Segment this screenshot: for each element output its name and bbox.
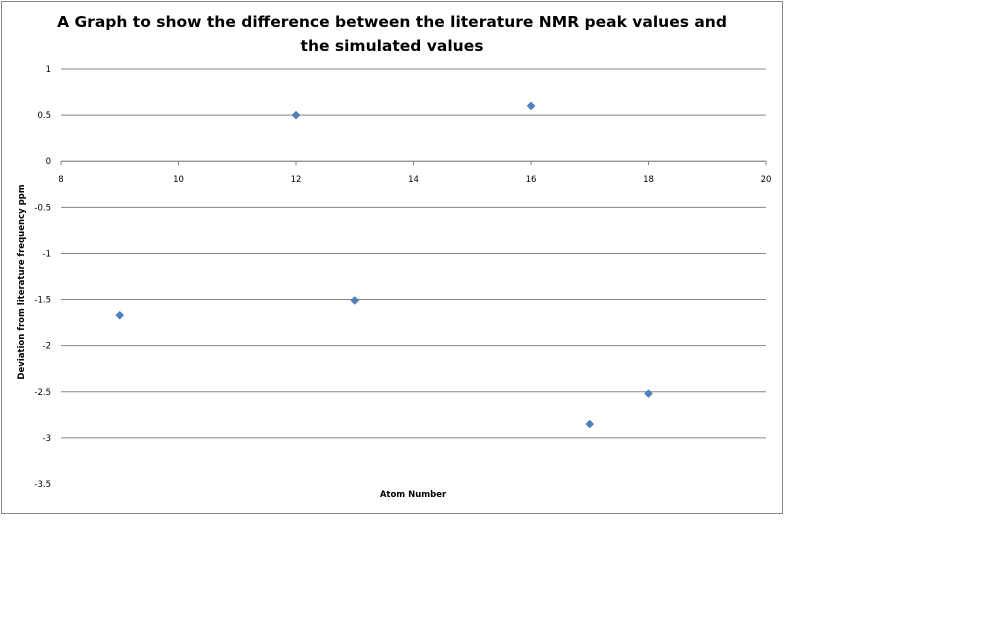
x-tick-label: 12 — [291, 175, 302, 185]
data-markers — [115, 101, 653, 429]
x-tick-label: 14 — [408, 175, 419, 185]
y-tick-label: -0.5 — [34, 203, 51, 213]
x-tick-label: 16 — [526, 175, 537, 185]
chart-title-line-2: the simulated values — [301, 37, 484, 55]
data-point-marker — [350, 296, 360, 305]
y-axis-title: Deviation from literature frequency ppm — [17, 184, 27, 379]
x-tick-label: 8 — [58, 175, 63, 185]
data-point-marker — [115, 310, 125, 320]
x-axis — [60, 160, 767, 166]
x-tick-label: 18 — [643, 175, 654, 185]
data-point-marker — [585, 419, 595, 429]
y-tick-label: -2 — [43, 342, 51, 352]
x-tick-label: 20 — [761, 175, 772, 185]
y-tick-label: 1 — [46, 65, 51, 75]
y-tick-label: 0 — [46, 157, 51, 167]
y-tick-label: 0.5 — [37, 111, 51, 121]
y-tick-label: -2.5 — [34, 388, 51, 398]
x-tick-labels: 8 10 12 14 16 18 20 — [58, 175, 771, 185]
data-point-marker — [526, 101, 536, 111]
chart-title-line-1: A Graph to show the difference between t… — [57, 13, 727, 31]
x-tick-label: 10 — [173, 175, 184, 185]
data-point-marker — [291, 110, 301, 120]
y-tick-label: -3.5 — [34, 480, 51, 490]
data-point-marker — [644, 389, 653, 398]
y-tick-label: -3 — [43, 434, 51, 444]
x-axis-title: Atom Number — [380, 490, 447, 500]
y-tick-label: -1 — [43, 249, 51, 259]
chart-border — [1, 1, 783, 514]
y-tick-labels: 1 0.5 0 -0.5 -1 -1.5 -2 -2.5 -3 -3.5 — [34, 65, 51, 490]
y-tick-label: -1.5 — [34, 296, 51, 306]
